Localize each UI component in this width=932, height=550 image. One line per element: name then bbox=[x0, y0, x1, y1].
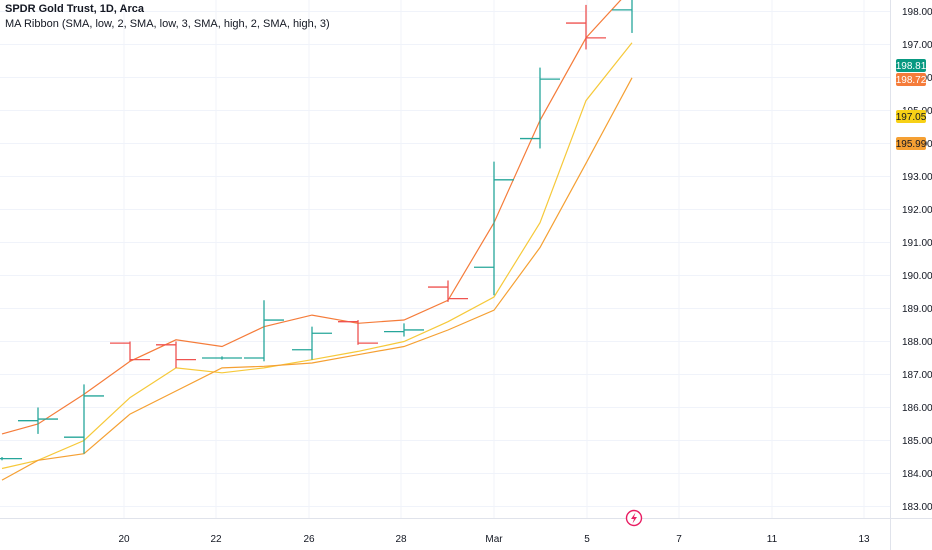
ohlc-bars bbox=[0, 0, 633, 461]
y-tick-label: 198.00 bbox=[902, 7, 932, 18]
ohlc-bar bbox=[428, 280, 468, 302]
x-tick-label: 11 bbox=[767, 534, 778, 545]
ma-line bbox=[1, 42, 633, 470]
ohlc-bar bbox=[338, 320, 378, 345]
y-tick-label: 187.00 bbox=[902, 370, 932, 381]
ma-ribbon-lines bbox=[1, 0, 633, 481]
y-tick-label: 193.00 bbox=[902, 172, 932, 183]
x-tick-label: 28 bbox=[395, 534, 407, 545]
plot-area bbox=[0, 0, 890, 518]
x-tick-label: 13 bbox=[858, 534, 870, 545]
price-tag-bg bbox=[896, 73, 926, 86]
ohlc-bar bbox=[0, 457, 22, 461]
price-tag: 195.99 bbox=[896, 137, 927, 150]
ohlc-bar bbox=[520, 67, 560, 149]
price-tag-label: 197.05 bbox=[896, 112, 927, 123]
price-tag-bg bbox=[896, 137, 926, 150]
price-tag-label: 195.99 bbox=[896, 139, 927, 150]
y-tick-label: 183.00 bbox=[902, 502, 932, 513]
ohlc-bar bbox=[244, 300, 284, 362]
ohlc-bar bbox=[64, 384, 104, 454]
ohlc-bar bbox=[18, 407, 58, 434]
y-tick-label: 189.00 bbox=[902, 304, 932, 315]
ma-line bbox=[1, 0, 622, 435]
price-tag: 197.05 bbox=[896, 110, 927, 123]
time-axis: 20 22 26 28 Mar 5 7 11 13 bbox=[118, 534, 870, 545]
ohlc-bar bbox=[292, 326, 332, 360]
ohlc-bar bbox=[110, 341, 150, 362]
y-tick-label: 197.00 bbox=[902, 40, 932, 51]
x-tick-label: 22 bbox=[210, 534, 222, 545]
symbol-title[interactable]: SPDR Gold Trust, 1D, Arca bbox=[5, 3, 144, 15]
ohlc-bar bbox=[202, 356, 242, 360]
price-tag-label: 198.81 bbox=[896, 61, 927, 72]
y-tick-label: 186.00 bbox=[902, 403, 932, 414]
ohlc-bar bbox=[566, 4, 606, 50]
ohlc-bar bbox=[612, 0, 633, 33]
ma-line bbox=[1, 77, 633, 481]
x-tick-label: Mar bbox=[485, 534, 503, 545]
ohlc-bar bbox=[474, 161, 514, 296]
x-tick-label: 20 bbox=[118, 534, 130, 545]
legend: SPDR Gold Trust, 1D, Arca MA Ribbon (SMA… bbox=[5, 2, 330, 32]
ohlc-bar bbox=[156, 341, 196, 368]
lightning-bolt bbox=[631, 512, 637, 524]
y-tick-label: 190.00 bbox=[902, 271, 932, 282]
indicator-label[interactable]: MA Ribbon (SMA, low, 2, SMA, low, 3, SMA… bbox=[5, 18, 330, 30]
ohlc-bar bbox=[384, 323, 424, 337]
x-tick-label: 5 bbox=[584, 534, 590, 545]
y-tick-label: 191.00 bbox=[902, 238, 932, 249]
price-tag-label: 198.72 bbox=[896, 75, 927, 86]
x-tick-label: 7 bbox=[676, 534, 682, 545]
price-tags: 198.81 198.72 197.05 195.99 bbox=[896, 59, 927, 150]
price-tag-bg bbox=[896, 110, 926, 123]
y-tick-label: 184.00 bbox=[902, 469, 932, 480]
y-tick-label: 192.00 bbox=[902, 205, 932, 216]
lightning-icon[interactable] bbox=[625, 509, 643, 527]
price-tag-bg bbox=[896, 59, 926, 72]
y-tick-label: 188.00 bbox=[902, 337, 932, 348]
y-tick-label: 185.00 bbox=[902, 436, 932, 447]
x-tick-label: 26 bbox=[303, 534, 315, 545]
price-tag: 198.81 bbox=[896, 59, 927, 72]
price-tag: 198.72 bbox=[896, 73, 927, 86]
